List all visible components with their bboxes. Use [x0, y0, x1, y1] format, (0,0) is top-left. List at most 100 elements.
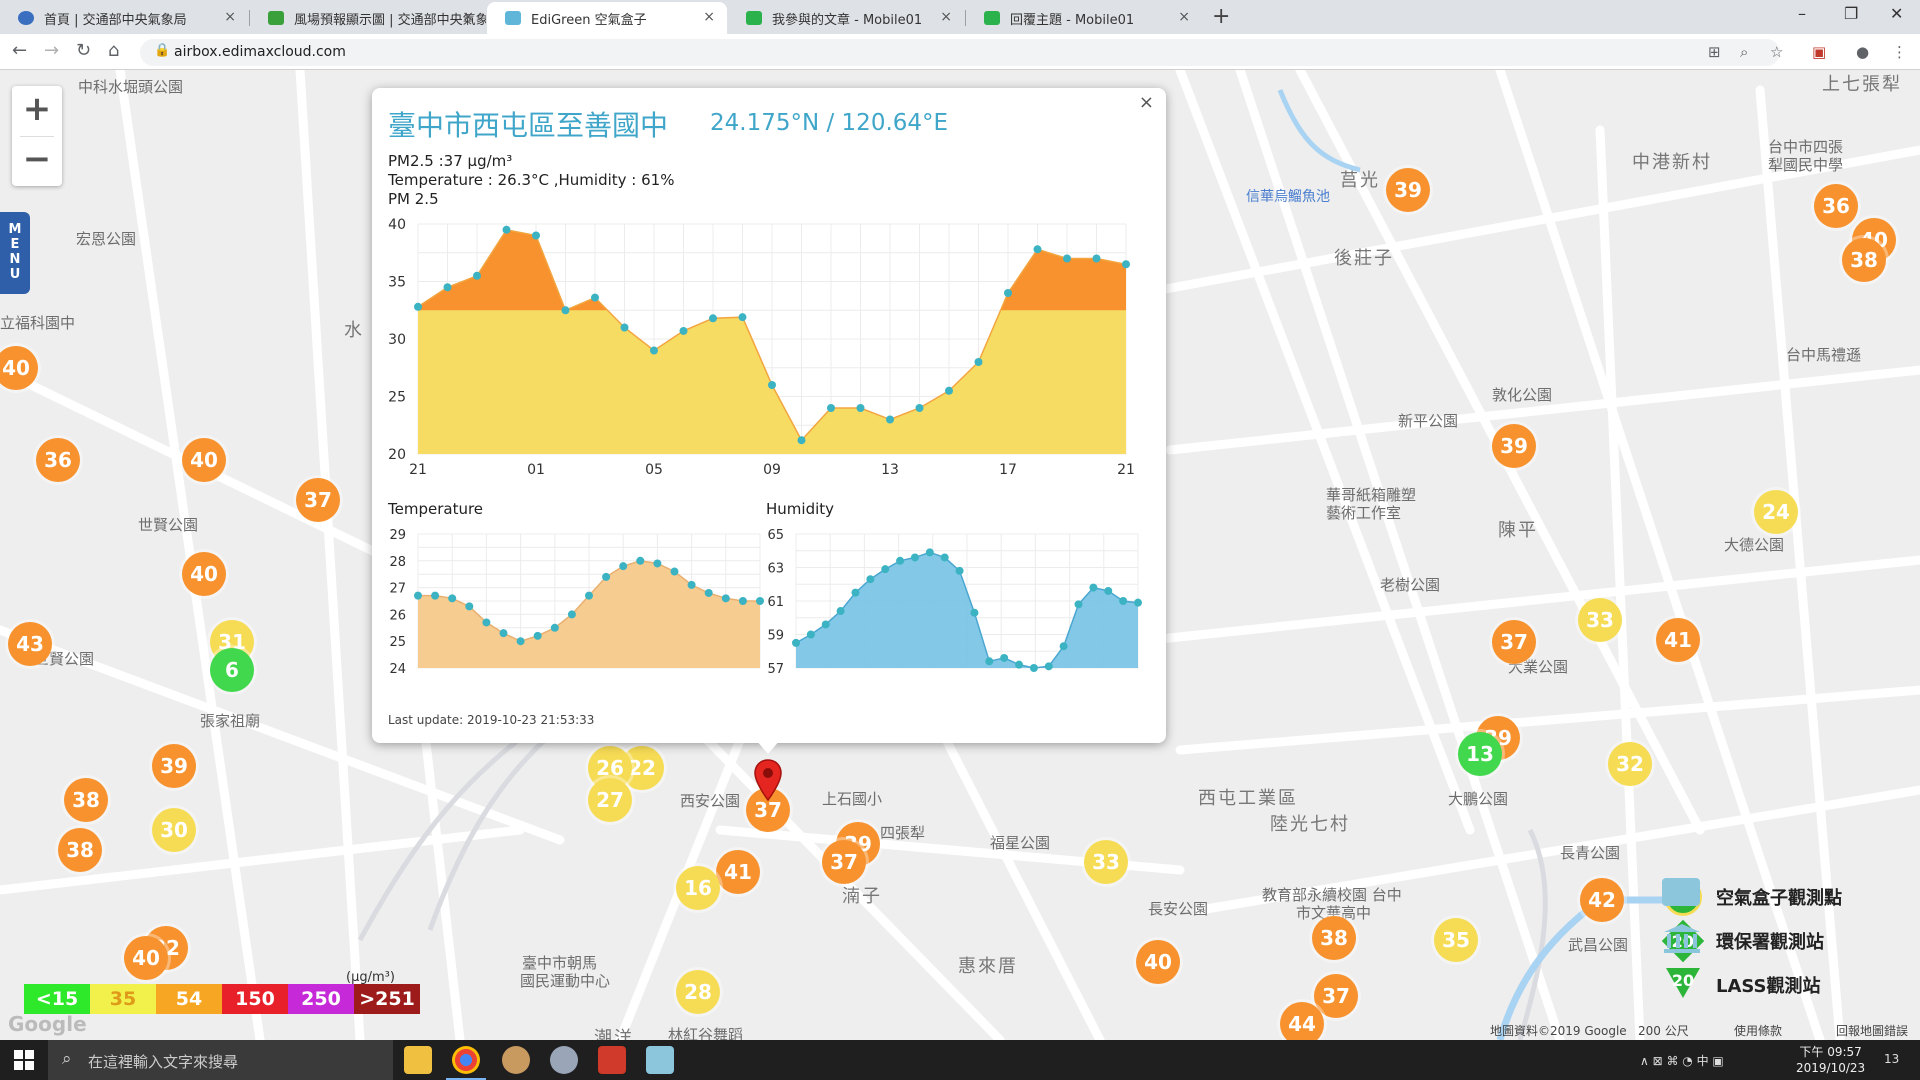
- report-error-link[interactable]: 回報地圖錯誤: [1836, 1024, 1909, 1038]
- aq-marker[interactable]: 39: [1386, 168, 1430, 212]
- aq-marker[interactable]: 37: [1492, 620, 1536, 664]
- data-point: [414, 302, 422, 311]
- profile-icon[interactable]: ●: [1856, 43, 1870, 61]
- data-point: [768, 381, 776, 389]
- data-point: [443, 283, 452, 292]
- popup-close-button[interactable]: ×: [1138, 92, 1154, 113]
- zoom-out-button[interactable]: −: [22, 139, 52, 179]
- aq-marker[interactable]: 6: [210, 648, 254, 692]
- aq-marker[interactable]: 40: [182, 552, 226, 596]
- windows-start-icon[interactable]: [14, 1050, 34, 1070]
- y-tick-label: 20: [388, 447, 406, 463]
- browser-menu-icon[interactable]: ⋮: [1892, 43, 1907, 61]
- tab-cwb-home[interactable]: 首頁 | 交通部中央氣象局 ×: [0, 2, 248, 34]
- data-point: [896, 556, 905, 565]
- aq-marker[interactable]: 33: [1084, 840, 1128, 884]
- aq-marker[interactable]: 40: [182, 438, 226, 482]
- home-button[interactable]: ⌂: [108, 40, 120, 61]
- aq-marker[interactable]: 28: [676, 970, 720, 1014]
- back-button[interactable]: ←: [12, 40, 28, 61]
- data-point: [985, 657, 994, 666]
- address-bar[interactable]: 🔒 airbox.edimaxcloud.com: [140, 39, 1780, 66]
- app-icon[interactable]: [550, 1046, 578, 1074]
- app-icon[interactable]: [598, 1046, 626, 1074]
- aq-marker[interactable]: 40: [1136, 940, 1180, 984]
- map-label: 長安公園: [1148, 900, 1209, 918]
- extension-icon[interactable]: ▣: [1812, 43, 1827, 61]
- data-point: [925, 548, 934, 557]
- aq-marker[interactable]: 39: [152, 744, 196, 788]
- system-tray-icons[interactable]: ∧ ⊠ ⌘ ◔ 中 ▣: [1640, 1054, 1724, 1068]
- aq-marker[interactable]: 35: [1434, 918, 1478, 962]
- aq-marker[interactable]: 44: [1280, 1002, 1324, 1040]
- aq-marker[interactable]: 36: [36, 438, 80, 482]
- close-window-button[interactable]: ✕: [1890, 4, 1904, 23]
- restore-button[interactable]: ❐: [1844, 4, 1859, 23]
- aq-marker[interactable]: 40: [124, 936, 168, 980]
- aq-marker[interactable]: 13: [1458, 732, 1502, 776]
- tab-mobile01-reply[interactable]: 回覆主題 - Mobile01 ×: [966, 2, 1202, 34]
- file-explorer-icon[interactable]: [404, 1046, 432, 1074]
- menu-label: MENU: [8, 222, 22, 282]
- translate-icon[interactable]: ⊞: [1708, 43, 1721, 61]
- y-tick-label: 30: [388, 332, 406, 348]
- aq-marker[interactable]: 37: [1314, 974, 1358, 1018]
- y-tick-label: 28: [389, 555, 406, 570]
- bookmark-star-icon[interactable]: ☆: [1770, 43, 1784, 61]
- tab-mobile01-articles[interactable]: 我參與的文章 - Mobile01 ×: [728, 2, 964, 34]
- aq-marker[interactable]: 41: [716, 850, 760, 894]
- map-label: 教育部永續校園 台中: [1262, 886, 1402, 904]
- aq-marker[interactable]: 38: [58, 828, 102, 872]
- aq-marker[interactable]: 43: [8, 622, 52, 666]
- tab-close-icon[interactable]: ×: [940, 9, 952, 25]
- data-point: [1044, 662, 1053, 671]
- aq-marker[interactable]: 38: [1842, 238, 1886, 282]
- tab-close-icon[interactable]: ×: [462, 9, 474, 25]
- tab-wind-forecast[interactable]: 風場預報顯示圖 | 交通部中央氣象局 ×: [250, 2, 486, 34]
- aq-marker[interactable]: 38: [1312, 916, 1356, 960]
- app-icon[interactable]: [646, 1046, 674, 1074]
- aq-marker[interactable]: 33: [1578, 598, 1622, 642]
- tab-close-icon[interactable]: ×: [1178, 9, 1190, 25]
- selected-aq-marker[interactable]: 37: [746, 788, 790, 832]
- taskbar-clock[interactable]: 下午 09:57 2019/10/23: [1796, 1044, 1865, 1076]
- aq-marker[interactable]: 37: [822, 840, 866, 884]
- url-text[interactable]: airbox.edimaxcloud.com: [174, 44, 346, 60]
- tab-edigreen[interactable]: EdiGreen 空氣盒子 ×: [487, 2, 727, 34]
- reload-button[interactable]: ↻: [76, 40, 92, 61]
- location-pin-icon[interactable]: [752, 758, 784, 802]
- aq-marker[interactable]: 32: [1608, 742, 1652, 786]
- zoom-icon[interactable]: ⌕: [1740, 43, 1749, 61]
- aq-marker[interactable]: 24: [1754, 490, 1798, 534]
- aq-marker[interactable]: 39: [1492, 424, 1536, 468]
- side-menu-button[interactable]: MENU: [0, 212, 30, 294]
- data-point: [431, 591, 440, 600]
- new-tab-button[interactable]: +: [1212, 4, 1231, 29]
- aq-marker[interactable]: 41: [1656, 618, 1700, 662]
- aq-marker[interactable]: 36: [1814, 184, 1858, 228]
- aq-marker[interactable]: 38: [64, 778, 108, 822]
- pm25-reading: PM2.5 :37 μg/m³: [388, 152, 513, 170]
- app-icon[interactable]: [502, 1046, 530, 1074]
- tab-label: 風場預報顯示圖 | 交通部中央氣象局: [294, 12, 486, 28]
- aq-marker[interactable]: 27: [588, 778, 632, 822]
- aq-marker[interactable]: 22: [620, 746, 664, 790]
- aq-marker[interactable]: 30: [152, 808, 196, 852]
- data-point: [636, 556, 645, 565]
- aq-marker[interactable]: 37: [296, 478, 340, 522]
- terms-link[interactable]: 使用條款: [1734, 1024, 1783, 1038]
- aq-marker[interactable]: 42: [1580, 878, 1624, 922]
- map-label: 臺中市朝馬: [522, 954, 598, 972]
- aq-marker[interactable]: 40: [0, 346, 38, 390]
- zoom-in-button[interactable]: +: [22, 89, 52, 129]
- pm25-color-legend: <15 35 54 150 250 >251: [24, 984, 420, 1014]
- forward-button[interactable]: →: [44, 40, 60, 61]
- chrome-icon[interactable]: [446, 1046, 486, 1080]
- notification-count[interactable]: 13: [1884, 1052, 1900, 1066]
- tab-close-icon[interactable]: ×: [703, 9, 715, 25]
- legend-unit: (μg/m³): [346, 970, 395, 985]
- taskbar-search[interactable]: ⌕ 在這裡輸入文字來搜尋: [48, 1040, 393, 1080]
- aq-marker[interactable]: 16: [676, 866, 720, 910]
- tab-close-icon[interactable]: ×: [224, 9, 236, 25]
- minimize-button[interactable]: –: [1798, 4, 1806, 23]
